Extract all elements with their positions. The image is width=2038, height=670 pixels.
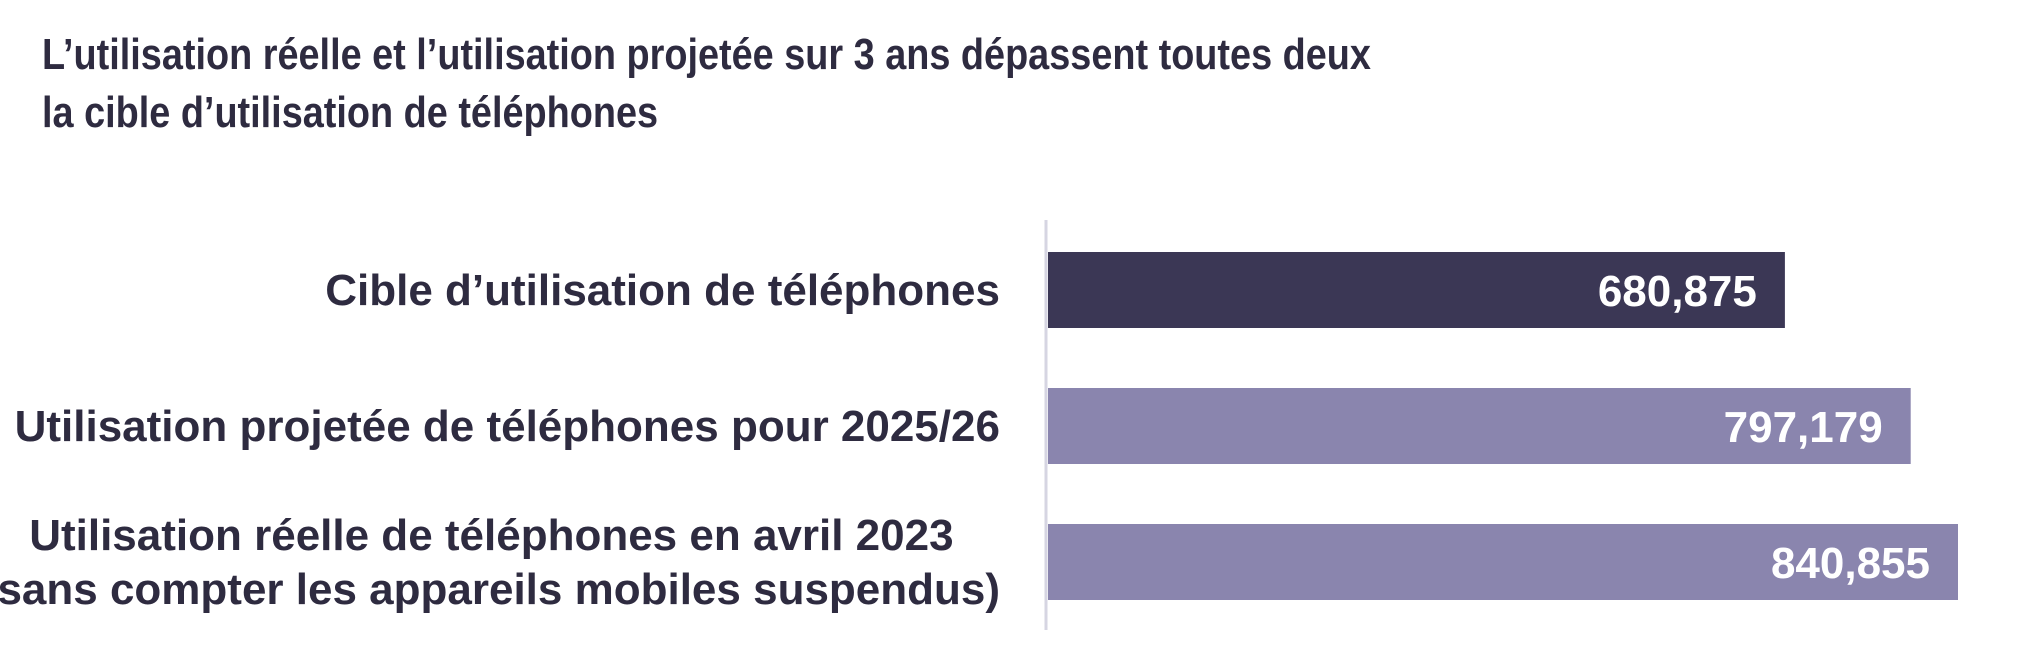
value-label-2: 797,179 <box>1724 403 1883 452</box>
bar-2 <box>1048 388 1911 464</box>
category-label-3: Utilisation réelle de téléphones en avri… <box>0 511 1000 614</box>
bar-3 <box>1048 524 1958 600</box>
bars-layer <box>1048 252 1958 600</box>
value-label-1: 680,875 <box>1598 267 1757 316</box>
bar-1 <box>1048 252 1785 328</box>
category-label-2-line-1: Utilisation projetée de téléphones pour … <box>15 402 1000 451</box>
chart-title-line-2: la cible d’utilisation de téléphones <box>42 88 659 137</box>
chart-title: L’utilisation réelle et l’utilisation pr… <box>42 26 1676 142</box>
category-label-2: Utilisation projetée de téléphones pour … <box>15 402 1000 451</box>
category-label-3-line-1: Utilisation réelle de téléphones en avri… <box>29 511 953 560</box>
category-label-1: Cible d’utilisation de téléphones <box>325 266 1000 315</box>
value-label-3: 840,855 <box>1771 539 1930 588</box>
chart-title-line-1: L’utilisation réelle et l’utilisation pr… <box>42 30 1371 79</box>
category-label-3-line-2: (sans compter les appareils mobiles susp… <box>0 565 1000 614</box>
labels-layer: 680,875 Cible d’utilisation de téléphones… <box>0 266 1930 614</box>
category-label-1-line-1: Cible d’utilisation de téléphones <box>325 266 1000 315</box>
